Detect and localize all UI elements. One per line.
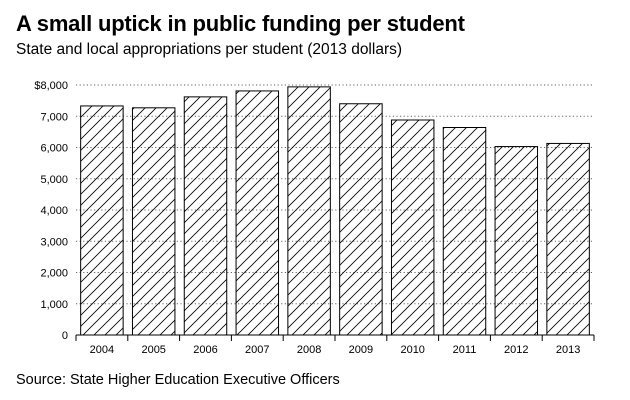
x-tick-label: 2009 [349, 344, 373, 356]
bar [339, 103, 383, 336]
bar [80, 105, 124, 336]
x-tick-label: 2005 [141, 344, 165, 356]
x-tick-label: 2013 [556, 344, 580, 356]
y-axis-labels: 0 1,000 2,000 3,000 4,000 5,000 6,000 7,000 $8,0… [34, 80, 68, 342]
x-tick-label: 2004 [90, 344, 114, 356]
chart-subtitle: State and local appropriations per stude… [16, 41, 403, 58]
bar [546, 142, 590, 336]
bar [390, 119, 435, 336]
source-note: Source: State Higher Education Executive… [16, 372, 340, 388]
x-tick-label: 2006 [193, 344, 217, 356]
x-tick-label: 2007 [245, 344, 269, 356]
chart-title: A small uptick in public funding per stu… [16, 11, 465, 36]
y-tick-label: 2,000 [40, 268, 68, 280]
x-axis-labels: 2004 2005 2006 2007 2008 2009 2010 2011 2012 2013 [90, 344, 581, 356]
y-tick-label: 3,000 [40, 236, 68, 248]
y-tick-label: 6,000 [40, 143, 68, 155]
x-tick-label: 2011 [453, 344, 477, 356]
bar [131, 107, 176, 336]
y-tick-label: $8,000 [34, 80, 68, 92]
y-tick-label: 0 [62, 330, 68, 342]
y-tick-label: 1,000 [40, 299, 68, 311]
bar [494, 146, 539, 336]
x-axis [75, 334, 595, 341]
bar [442, 127, 487, 336]
x-tick-label: 2012 [504, 344, 528, 356]
x-tick-label: 2010 [400, 344, 424, 356]
bar [235, 90, 280, 336]
bar [287, 86, 331, 336]
x-tick-label: 2008 [297, 344, 321, 356]
bar [183, 96, 228, 336]
bars [80, 86, 590, 336]
y-tick-label: 4,000 [40, 205, 68, 217]
y-tick-label: 5,000 [40, 174, 68, 186]
y-tick-label: 7,000 [40, 111, 68, 123]
